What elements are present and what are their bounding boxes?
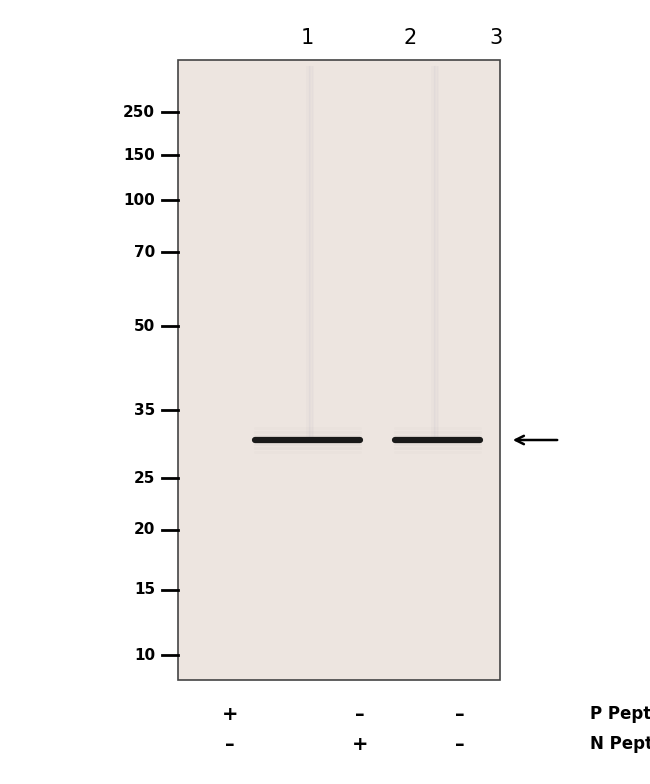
Text: 25: 25: [134, 470, 155, 485]
Text: 20: 20: [134, 522, 155, 538]
Text: 50: 50: [134, 318, 155, 333]
Text: 15: 15: [134, 583, 155, 597]
Text: 100: 100: [124, 193, 155, 208]
Text: 2: 2: [404, 28, 417, 48]
Text: P Peptide: P Peptide: [590, 705, 650, 723]
Text: 3: 3: [489, 28, 502, 48]
Text: 70: 70: [134, 245, 155, 260]
Text: –: –: [225, 735, 235, 753]
Text: +: +: [222, 705, 239, 724]
Text: –: –: [455, 735, 465, 753]
Text: 250: 250: [123, 104, 155, 119]
Text: 35: 35: [134, 402, 155, 418]
Text: N Peptide: N Peptide: [590, 735, 650, 753]
Text: 1: 1: [300, 28, 313, 48]
Text: +: +: [352, 735, 369, 753]
Text: 150: 150: [124, 147, 155, 162]
Bar: [178, 60, 500, 680]
Text: –: –: [455, 705, 465, 724]
Text: –: –: [355, 705, 365, 724]
Text: 10: 10: [134, 648, 155, 662]
